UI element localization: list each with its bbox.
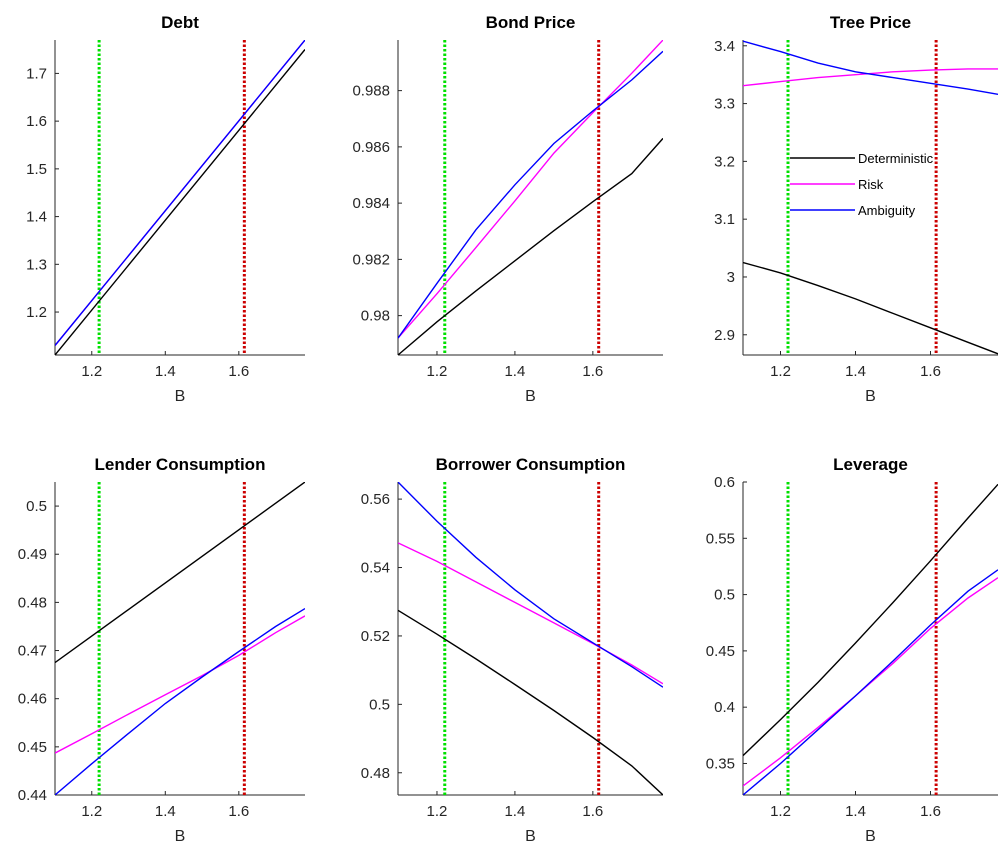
x-tick-label: 1.2 — [81, 363, 102, 380]
panel-tree-price: Tree Price 2.9 3 3.1 3.2 3.3 3.4 1.2 1.4 1.6 B Dete… — [714, 13, 998, 405]
y-tick-label: 0.47 — [18, 643, 47, 660]
x-tick-label: 1.2 — [81, 803, 102, 820]
x-tick-label: 1.2 — [427, 803, 448, 820]
x-tick-label: 1.4 — [504, 803, 525, 820]
y-tick-label: 0.55 — [706, 530, 735, 547]
y-tick-label: 0.52 — [361, 628, 390, 645]
panel-bond-price: Bond Price 0.98 0.982 0.984 0.986 0.988 1.2 1.4… — [352, 13, 663, 405]
y-tick-label: 0.46 — [18, 691, 47, 708]
series-line-risk — [398, 40, 663, 339]
y-tick-label: 0.5 — [714, 587, 735, 604]
x-axis-label: B — [865, 828, 876, 845]
series-line-deterministic — [743, 261, 998, 355]
y-tick-label: 0.5 — [369, 696, 390, 713]
chart-title: Leverage — [833, 455, 908, 474]
series-line-ambiguity — [55, 608, 305, 795]
y-tick-label: 0.984 — [352, 195, 390, 212]
chart-title: Lender Consumption — [95, 455, 266, 474]
series-line-risk — [55, 615, 305, 754]
series-line-risk — [743, 68, 998, 87]
chart-title: Tree Price — [830, 13, 911, 32]
y-tick-label: 0.44 — [18, 787, 47, 804]
x-tick-label: 1.4 — [155, 803, 176, 820]
x-axis-label: B — [865, 388, 876, 405]
chart-title: Borrower Consumption — [436, 455, 626, 474]
legend-label-risk: Risk — [858, 177, 884, 192]
y-tick-label: 0.54 — [361, 560, 390, 577]
series-line-ambiguity — [743, 569, 998, 795]
y-tick-label: 0.45 — [706, 643, 735, 660]
y-tick-label: 0.48 — [361, 765, 390, 782]
y-tick-label: 0.986 — [352, 139, 390, 156]
series-line-ambiguity — [743, 40, 998, 95]
x-tick-label: 1.2 — [427, 363, 448, 380]
chart-title: Bond Price — [486, 13, 576, 32]
series-line-deterministic — [55, 482, 305, 664]
x-tick-label: 1.6 — [582, 803, 603, 820]
y-tick-label: 0.4 — [714, 699, 735, 716]
y-tick-label: 0.5 — [26, 498, 47, 515]
x-tick-label: 1.6 — [582, 363, 603, 380]
series-line-ambiguity — [398, 482, 663, 688]
x-tick-label: 1.4 — [845, 363, 866, 380]
x-axis-label: B — [525, 388, 536, 405]
x-tick-label: 1.6 — [920, 803, 941, 820]
y-tick-label: 0.988 — [352, 83, 390, 100]
y-tick-label: 1.4 — [26, 209, 47, 226]
y-tick-label: 3.2 — [714, 153, 735, 170]
x-tick-label: 1.6 — [228, 363, 249, 380]
panel-leverage: Leverage 0.35 0.4 0.45 0.5 0.55 0.6 1.2 1.4 1.6 B — [706, 455, 998, 845]
y-tick-label: 0.56 — [361, 491, 390, 508]
x-tick-label: 1.4 — [504, 363, 525, 380]
y-tick-label: 0.35 — [706, 755, 735, 772]
x-tick-label: 1.4 — [155, 363, 176, 380]
x-tick-label: 1.2 — [770, 363, 791, 380]
y-tick-label: 1.5 — [26, 161, 47, 178]
panel-borrower-consumption: Borrower Consumption 0.48 0.5 0.52 0.54 0.56 1… — [361, 455, 663, 845]
series-line-risk — [398, 542, 663, 685]
x-tick-label: 1.2 — [770, 803, 791, 820]
y-tick-label: 1.6 — [26, 113, 47, 130]
y-tick-label: 3 — [727, 269, 735, 286]
x-tick-label: 1.6 — [920, 363, 941, 380]
legend-label-ambiguity: Ambiguity — [858, 203, 916, 218]
y-tick-label: 1.7 — [26, 65, 47, 82]
y-tick-label: 3.4 — [714, 38, 735, 55]
x-axis-label: B — [175, 388, 186, 405]
y-tick-label: 0.49 — [18, 546, 47, 563]
y-tick-label: 3.3 — [714, 96, 735, 113]
y-tick-label: 1.2 — [26, 304, 47, 321]
series-line-deterministic — [55, 49, 305, 355]
y-tick-label: 0.48 — [18, 594, 47, 611]
series-line-ambiguity — [55, 40, 305, 346]
series-line-deterministic — [398, 137, 663, 355]
y-tick-label: 0.982 — [352, 251, 390, 268]
x-tick-label: 1.4 — [845, 803, 866, 820]
series-line-ambiguity — [398, 50, 663, 339]
series-line-risk — [743, 577, 998, 787]
legend-label-deterministic: Deterministic — [858, 151, 934, 166]
y-tick-label: 0.6 — [714, 474, 735, 491]
x-tick-label: 1.6 — [228, 803, 249, 820]
panel-debt: Debt 1.2 1.3 1.4 1.5 1.6 1.7 1.2 1.4 1.6 B — [26, 13, 305, 405]
x-axis-label: B — [175, 828, 186, 845]
y-tick-label: 1.3 — [26, 256, 47, 273]
x-axis-label: B — [525, 828, 536, 845]
y-tick-label: 2.9 — [714, 327, 735, 344]
y-tick-label: 0.98 — [361, 308, 390, 325]
y-tick-label: 0.45 — [18, 739, 47, 756]
series-line-deterministic — [743, 483, 998, 757]
y-tick-label: 3.1 — [714, 211, 735, 228]
series-line-deterministic — [398, 609, 663, 795]
chart-title: Debt — [161, 13, 199, 32]
panel-lender-consumption: Lender Consumption 0.44 0.45 0.46 0.47 0.48 0.… — [18, 455, 305, 845]
